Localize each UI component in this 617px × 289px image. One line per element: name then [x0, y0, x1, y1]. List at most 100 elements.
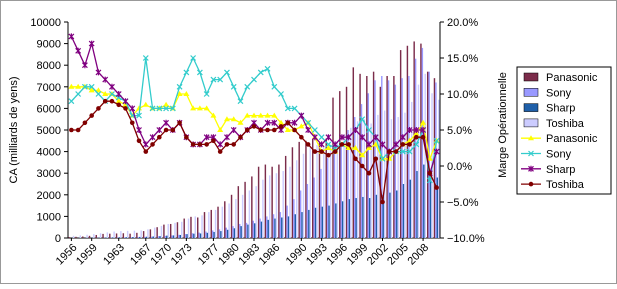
- bar: [177, 222, 178, 238]
- bar: [255, 186, 256, 238]
- bar: [219, 229, 220, 238]
- bar: [295, 214, 296, 238]
- bar: [376, 195, 377, 238]
- bar: [262, 180, 263, 238]
- legend-label: Toshiba: [546, 179, 585, 191]
- legend-label: Sony: [546, 149, 572, 161]
- bar: [220, 231, 221, 238]
- bar: [251, 176, 252, 238]
- bar: [117, 237, 118, 238]
- marker: [401, 142, 406, 147]
- bar: [129, 234, 130, 238]
- marker: [353, 157, 358, 162]
- marker: [103, 99, 108, 104]
- bar: [320, 169, 321, 238]
- legend-swatch: [524, 88, 538, 96]
- bar: [354, 117, 355, 238]
- bar: [366, 76, 367, 238]
- bar: [395, 85, 396, 238]
- marker: [286, 121, 291, 126]
- y2-tick-label: 15.0%: [447, 53, 478, 65]
- bar: [132, 237, 133, 238]
- y-axis-title: CA (milliards de yens): [8, 77, 20, 184]
- bar: [411, 102, 412, 238]
- bar: [192, 233, 193, 238]
- legend-swatch: [524, 73, 538, 81]
- bar: [334, 152, 335, 238]
- bar: [337, 141, 338, 238]
- bar: [253, 221, 254, 238]
- bar: [168, 224, 169, 238]
- bar: [161, 226, 162, 238]
- bar: [75, 237, 76, 238]
- y2-tick-label: 20.0%: [447, 17, 478, 29]
- bar: [123, 233, 124, 238]
- legend-label: Panasonic: [546, 72, 598, 84]
- bar: [201, 215, 202, 238]
- bar: [165, 236, 166, 238]
- marker: [346, 142, 351, 147]
- legend-swatch: [524, 104, 538, 112]
- bar: [303, 154, 304, 238]
- bar: [127, 231, 128, 238]
- marker: [177, 121, 182, 126]
- y-tick-label: 6000: [37, 103, 61, 115]
- bar: [228, 203, 229, 238]
- marker: [326, 153, 331, 158]
- bar: [186, 234, 187, 238]
- marker: [137, 139, 142, 144]
- marker: [414, 135, 419, 140]
- bar: [140, 230, 141, 238]
- bar: [282, 171, 283, 238]
- marker: [110, 99, 115, 104]
- bar: [397, 117, 398, 238]
- bar: [258, 167, 259, 238]
- bar: [332, 98, 333, 238]
- bar: [116, 233, 117, 238]
- bar: [222, 207, 223, 238]
- bar: [330, 145, 331, 238]
- bar: [105, 237, 106, 238]
- bar: [86, 235, 87, 238]
- marker: [231, 142, 236, 147]
- bar: [232, 226, 233, 238]
- bar: [109, 234, 110, 238]
- bar: [174, 223, 175, 238]
- bar: [276, 173, 277, 238]
- bar: [171, 235, 172, 238]
- bar: [73, 236, 74, 238]
- bar: [420, 44, 421, 238]
- marker: [529, 182, 534, 187]
- marker: [258, 128, 263, 133]
- y-tick-label: 9000: [37, 39, 61, 51]
- marker: [225, 142, 230, 147]
- marker: [394, 149, 399, 154]
- bar: [296, 160, 297, 238]
- bar: [316, 145, 317, 238]
- bar: [235, 199, 236, 238]
- y-tick-label: 4000: [37, 147, 61, 159]
- legend-label: Sharp: [546, 103, 575, 115]
- marker: [299, 135, 304, 140]
- bar: [416, 171, 417, 238]
- bar: [313, 178, 314, 238]
- bar: [435, 82, 436, 238]
- bar: [273, 214, 274, 238]
- y2-axis-title: Marge Opérationnelle: [497, 72, 509, 178]
- bar: [146, 237, 147, 238]
- bar: [384, 111, 385, 238]
- bar: [246, 223, 247, 238]
- bar: [211, 210, 212, 238]
- bar: [208, 212, 209, 238]
- bar: [131, 237, 132, 238]
- marker: [319, 149, 324, 154]
- marker: [198, 142, 203, 147]
- bar: [231, 195, 232, 238]
- marker: [367, 171, 372, 176]
- bar: [349, 199, 350, 238]
- bar: [265, 165, 266, 238]
- bar: [323, 147, 324, 238]
- bar: [120, 231, 121, 238]
- bar: [266, 216, 267, 238]
- bar: [281, 217, 282, 238]
